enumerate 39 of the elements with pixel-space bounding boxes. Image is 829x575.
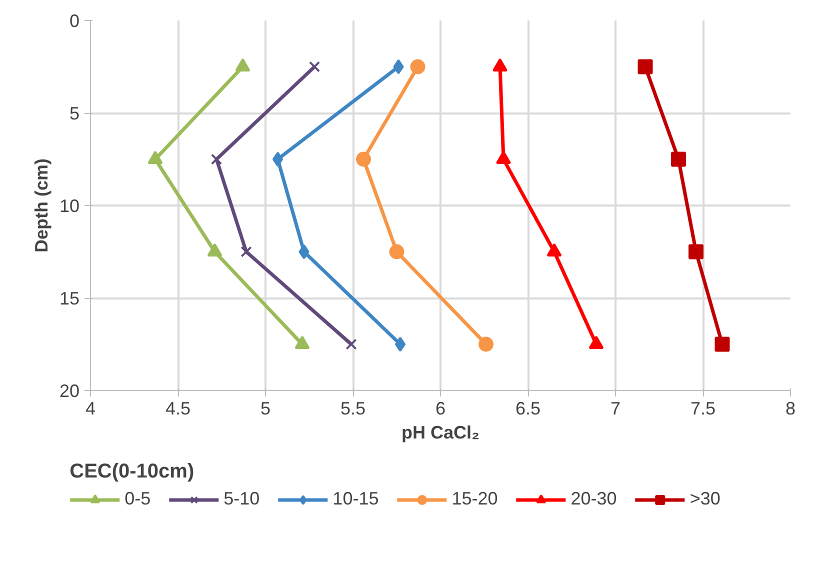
y-tick-label: 5 — [69, 104, 80, 124]
point — [210, 154, 222, 165]
y-tick-label: 15 — [59, 288, 80, 308]
point — [638, 59, 653, 74]
point — [393, 59, 404, 74]
legend-label: >30 — [690, 488, 720, 510]
legend-title: CEC(0-10cm) — [70, 460, 196, 484]
point — [356, 152, 371, 167]
legend-label: 5-10 — [224, 488, 260, 510]
x-tick-label: 6 — [435, 398, 446, 418]
point — [240, 246, 252, 258]
point — [272, 152, 284, 167]
x-tick-label: 6.5 — [515, 398, 541, 418]
y-tick-label: 0 — [69, 11, 80, 31]
legend-label: 0-5 — [124, 488, 151, 510]
legend-label: 20-30 — [570, 488, 617, 510]
point — [410, 59, 426, 74]
point — [298, 244, 310, 260]
x-tick-label: 7 — [610, 398, 621, 418]
point — [478, 336, 494, 352]
point — [688, 244, 704, 260]
x-tick-label: 8 — [785, 398, 796, 418]
y-axis-title: Depth (cm) — [31, 158, 52, 252]
point — [389, 244, 404, 260]
x-tick-label: 4.5 — [165, 398, 191, 418]
legend-label: 15-20 — [452, 488, 498, 510]
point — [346, 338, 357, 350]
point — [671, 152, 686, 167]
x-axis-title: pH CaCl₂ — [402, 422, 480, 442]
point — [394, 336, 406, 352]
legend-label: 10-15 — [332, 488, 379, 510]
point — [308, 61, 320, 72]
point — [714, 336, 730, 352]
x-tick-label: 7.5 — [690, 398, 716, 418]
y-tick-label: 10 — [59, 196, 80, 216]
x-tick-label: 4 — [85, 398, 96, 418]
x-tick-label: 5.5 — [340, 398, 366, 418]
x-tick-label: 5 — [260, 398, 271, 418]
y-tick-label: 20 — [59, 381, 80, 401]
